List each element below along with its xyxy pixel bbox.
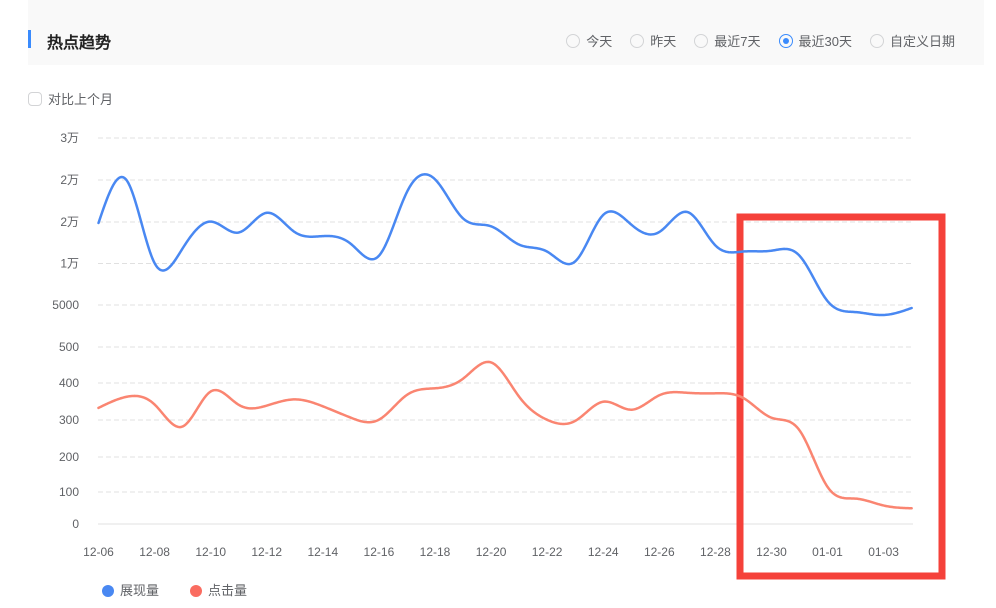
svg-text:2万: 2万 [60, 215, 79, 229]
svg-text:12-28: 12-28 [700, 545, 731, 559]
svg-text:2万: 2万 [60, 173, 79, 187]
svg-text:点击量: 点击量 [208, 583, 247, 598]
svg-text:12-12: 12-12 [251, 545, 282, 559]
svg-text:01-01: 01-01 [812, 545, 843, 559]
svg-text:12-06: 12-06 [83, 545, 114, 559]
svg-text:12-22: 12-22 [532, 545, 563, 559]
svg-text:100: 100 [59, 485, 79, 499]
svg-text:01-03: 01-03 [868, 545, 899, 559]
svg-text:12-10: 12-10 [195, 545, 226, 559]
svg-text:展现量: 展现量 [120, 583, 159, 598]
svg-text:400: 400 [59, 376, 79, 390]
svg-text:3万: 3万 [60, 131, 79, 145]
svg-text:12-20: 12-20 [476, 545, 507, 559]
svg-text:0: 0 [72, 517, 79, 531]
svg-text:12-18: 12-18 [420, 545, 451, 559]
svg-text:300: 300 [59, 413, 79, 427]
svg-text:1万: 1万 [60, 257, 79, 271]
svg-text:12-30: 12-30 [756, 545, 787, 559]
svg-text:12-26: 12-26 [644, 545, 675, 559]
svg-text:12-14: 12-14 [307, 545, 338, 559]
svg-text:12-24: 12-24 [588, 545, 619, 559]
svg-text:5000: 5000 [52, 298, 79, 312]
svg-text:12-16: 12-16 [364, 545, 395, 559]
svg-text:200: 200 [59, 450, 79, 464]
svg-text:12-08: 12-08 [139, 545, 170, 559]
svg-text:500: 500 [59, 340, 79, 354]
